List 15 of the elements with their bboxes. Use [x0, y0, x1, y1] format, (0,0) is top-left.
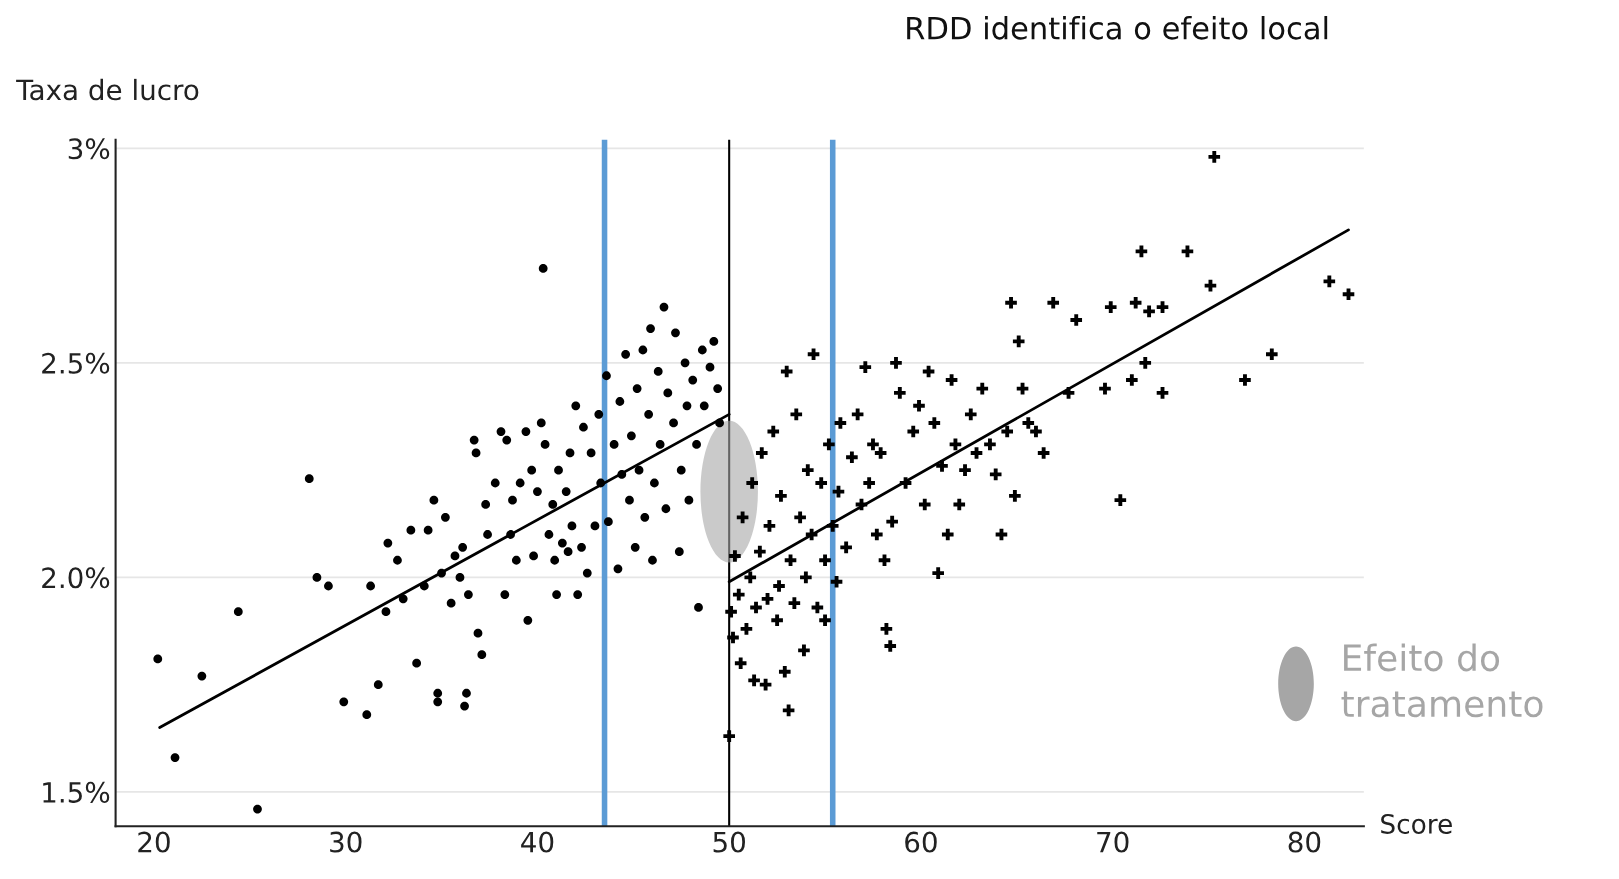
annotation: Efeito do tratamento — [1341, 643, 1543, 718]
y-tick-label: 2.5% — [42, 352, 110, 374]
x-tick-label: 30 — [330, 831, 362, 853]
y-tick-label: 3% — [68, 138, 110, 160]
y-tick-label: 2.0% — [42, 567, 110, 589]
chart-title: RDD identifica o efeito local — [907, 15, 1328, 40]
x-tick-label: 20 — [138, 831, 170, 853]
y-axis-title: Taxa de lucro — [16, 78, 199, 101]
x-tick-label: 60 — [905, 831, 937, 853]
y-tick-label: 1.5% — [43, 781, 110, 803]
x-axis-title: Score — [1381, 813, 1452, 834]
x-tick-label: 50 — [713, 831, 745, 853]
x-tick-label: 40 — [521, 831, 554, 853]
x-tick-label: 80 — [1288, 831, 1321, 853]
x-tick-label: 70 — [1097, 831, 1129, 853]
